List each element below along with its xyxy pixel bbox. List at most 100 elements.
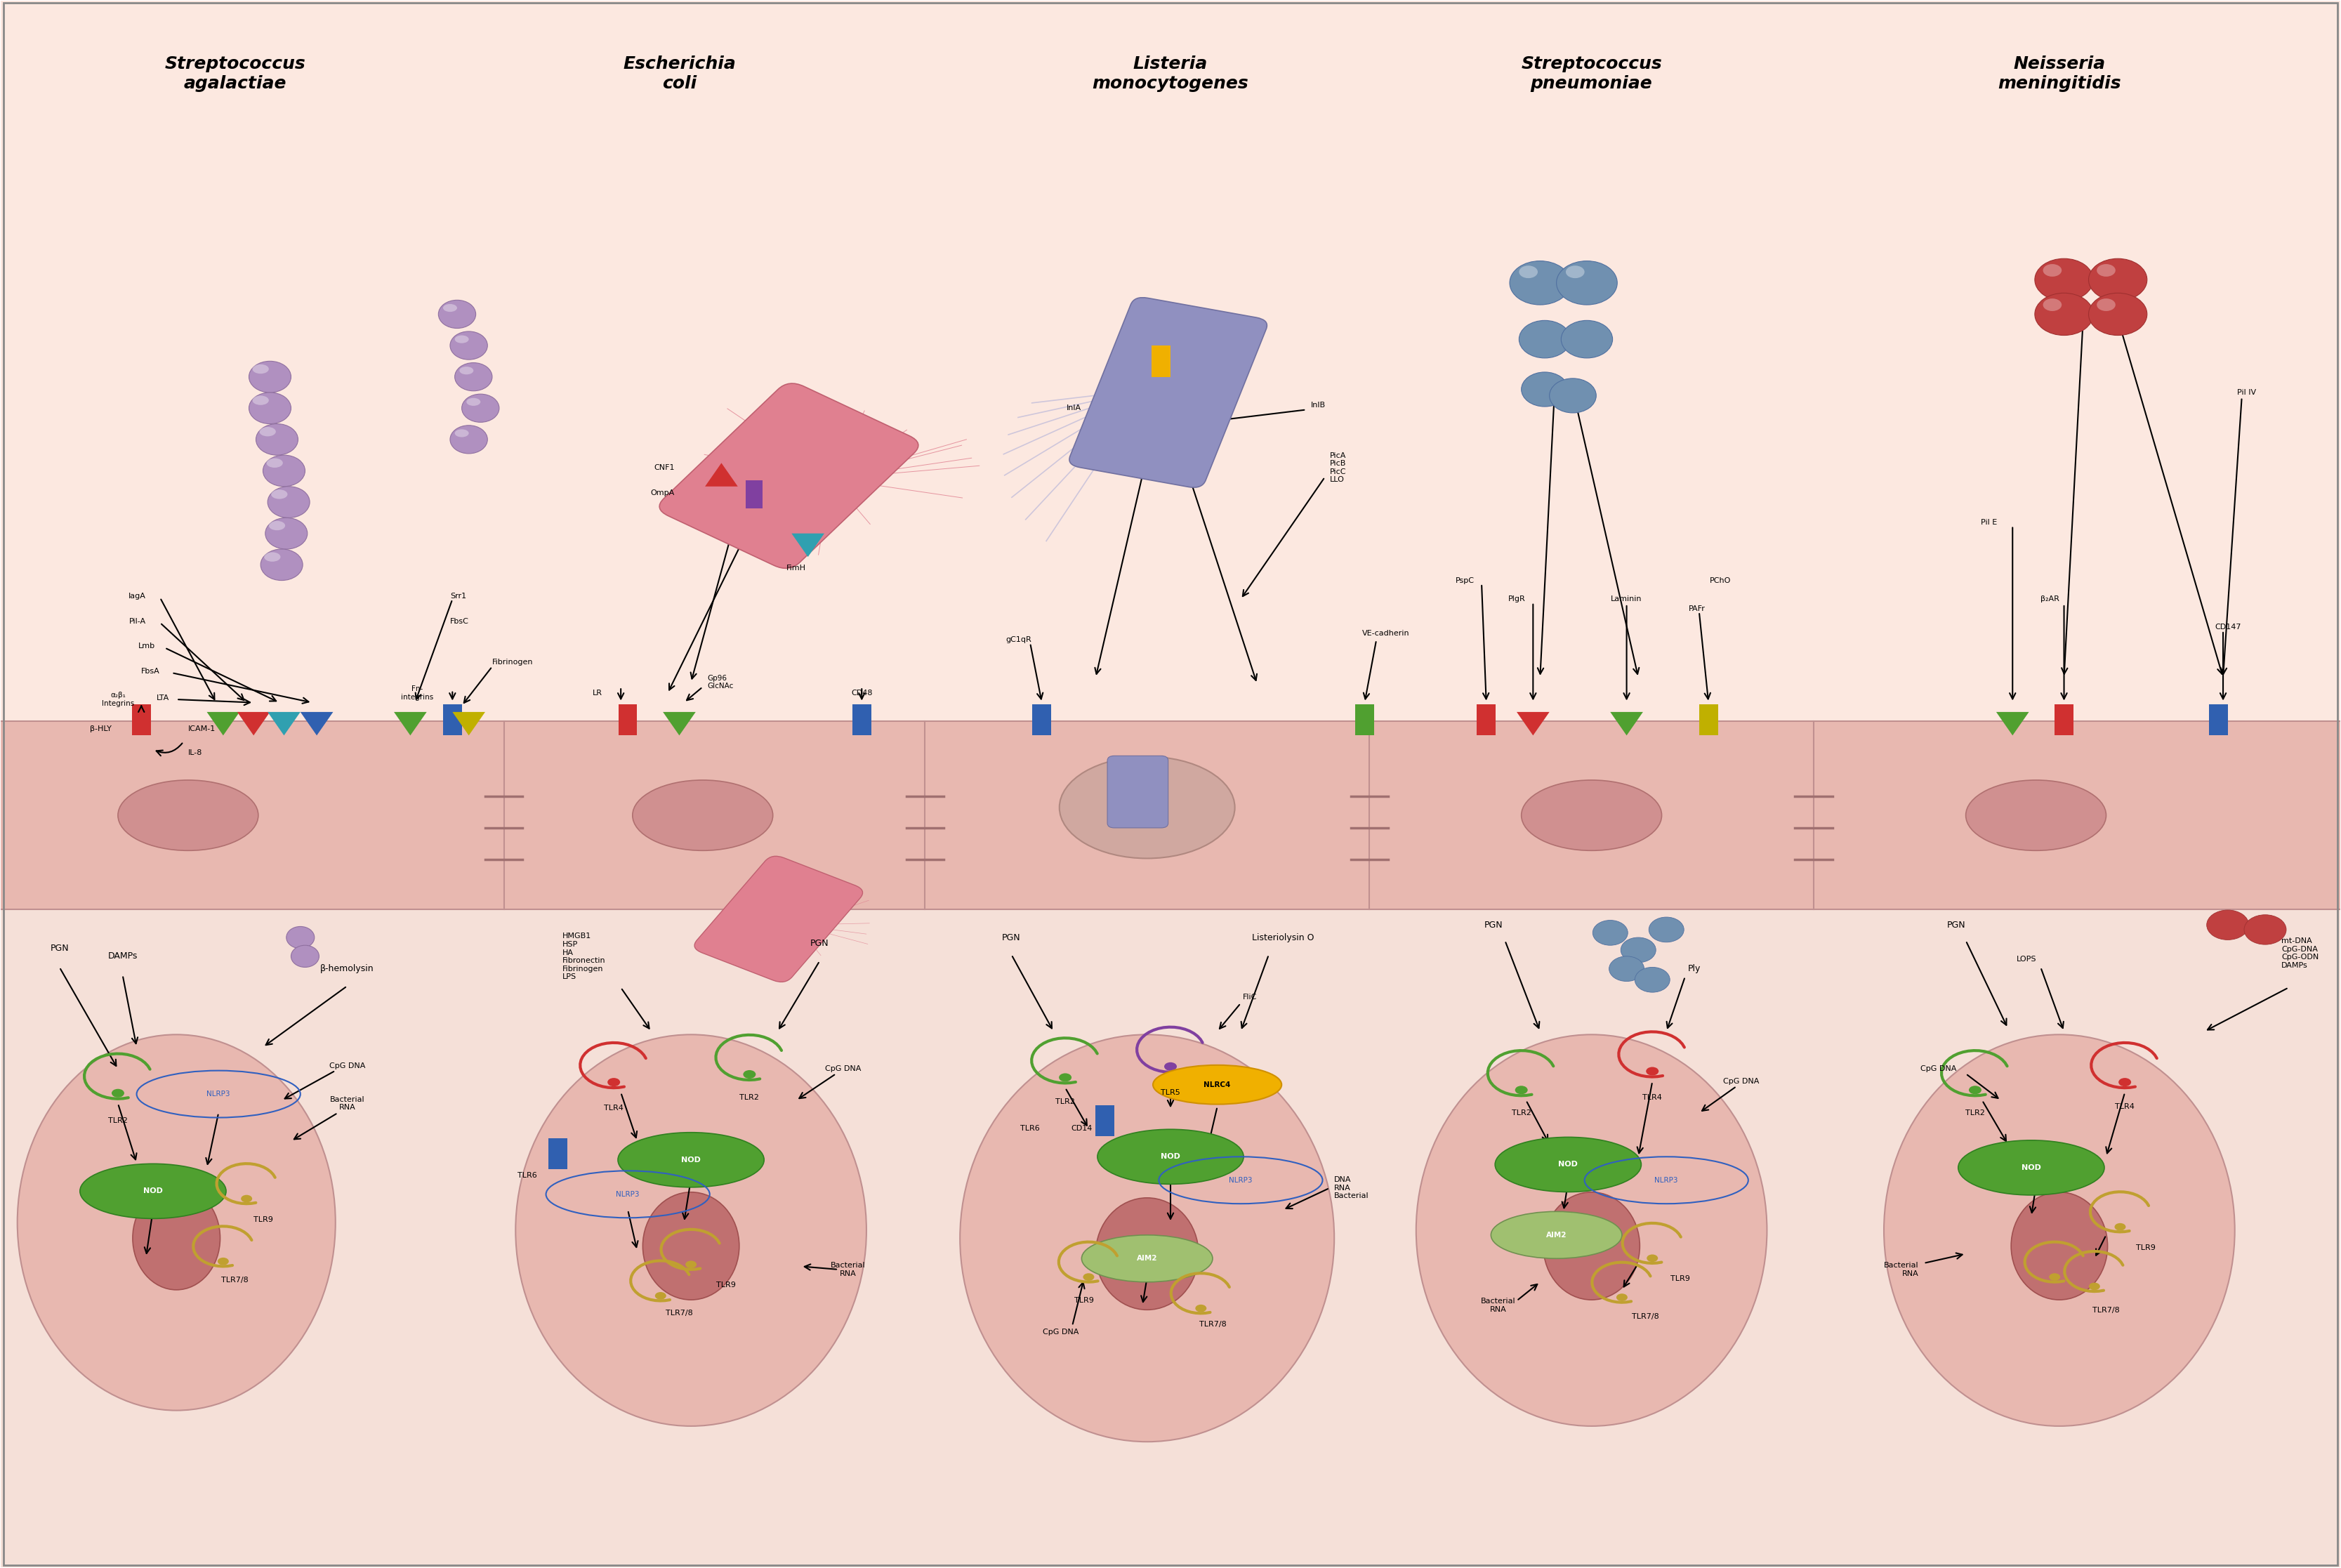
- Bar: [131, 704, 150, 735]
- Text: CNF1: CNF1: [653, 464, 674, 470]
- Ellipse shape: [267, 486, 309, 517]
- Ellipse shape: [454, 430, 468, 437]
- Text: PlgR: PlgR: [1508, 596, 1526, 602]
- Text: FimH: FimH: [787, 564, 805, 571]
- Text: FbsC: FbsC: [449, 618, 468, 624]
- Ellipse shape: [2044, 298, 2062, 310]
- Text: PGN: PGN: [810, 939, 829, 949]
- Text: AIM2: AIM2: [1138, 1254, 1156, 1262]
- Ellipse shape: [133, 1187, 220, 1290]
- Polygon shape: [393, 712, 426, 735]
- FancyBboxPatch shape: [1070, 298, 1266, 488]
- Ellipse shape: [1608, 956, 1643, 982]
- Text: Bacterial
RNA: Bacterial RNA: [831, 1262, 866, 1276]
- Bar: [747, 480, 763, 508]
- Text: TLR7/8: TLR7/8: [1199, 1320, 1227, 1328]
- Text: TLR2: TLR2: [1512, 1109, 1531, 1116]
- Text: CpG DNA: CpG DNA: [1042, 1328, 1079, 1336]
- Text: Fibrinogen: Fibrinogen: [492, 659, 534, 665]
- Ellipse shape: [248, 392, 290, 423]
- Bar: [852, 704, 871, 735]
- Circle shape: [742, 1069, 756, 1079]
- Bar: [1032, 704, 1051, 735]
- Ellipse shape: [454, 336, 468, 343]
- Bar: [1355, 704, 1374, 735]
- Ellipse shape: [248, 361, 290, 392]
- Text: β-HLY: β-HLY: [89, 726, 112, 732]
- Ellipse shape: [1522, 781, 1662, 850]
- FancyBboxPatch shape: [695, 856, 861, 982]
- Ellipse shape: [449, 331, 487, 359]
- Circle shape: [1646, 1066, 1660, 1076]
- Text: TLR4: TLR4: [1643, 1094, 1662, 1101]
- Text: Ply: Ply: [1688, 964, 1702, 974]
- Text: NOD: NOD: [1161, 1152, 1180, 1160]
- Text: Listeria
monocytogenes: Listeria monocytogenes: [1093, 56, 1248, 93]
- Ellipse shape: [290, 946, 318, 967]
- Text: VE-cadherin: VE-cadherin: [1362, 630, 1409, 637]
- Text: CpG DNA: CpG DNA: [330, 1063, 365, 1069]
- Ellipse shape: [1566, 265, 1585, 278]
- Ellipse shape: [632, 781, 773, 850]
- Text: Streptococcus
pneumoniae: Streptococcus pneumoniae: [1522, 56, 1662, 93]
- Text: PGN: PGN: [1002, 933, 1021, 942]
- Ellipse shape: [1096, 1198, 1199, 1309]
- Ellipse shape: [253, 395, 269, 405]
- Text: Pil IV: Pil IV: [2238, 389, 2257, 397]
- Ellipse shape: [1491, 1212, 1622, 1259]
- Text: TLR4: TLR4: [604, 1105, 623, 1112]
- Ellipse shape: [265, 552, 281, 561]
- Ellipse shape: [461, 394, 499, 422]
- Circle shape: [2119, 1077, 2130, 1087]
- Circle shape: [2114, 1223, 2126, 1231]
- Bar: [2055, 704, 2074, 735]
- Text: TLR4: TLR4: [2114, 1104, 2135, 1110]
- Text: ICAM-1: ICAM-1: [187, 726, 215, 732]
- Polygon shape: [663, 712, 695, 735]
- Text: Srr1: Srr1: [449, 593, 466, 599]
- Ellipse shape: [618, 1132, 763, 1187]
- Text: TLR9: TLR9: [253, 1215, 274, 1223]
- Circle shape: [655, 1292, 667, 1300]
- Ellipse shape: [260, 426, 276, 436]
- Bar: [1152, 345, 1170, 376]
- Polygon shape: [236, 712, 269, 735]
- Ellipse shape: [255, 423, 297, 455]
- Text: TLR9: TLR9: [716, 1281, 735, 1289]
- Text: CpG DNA: CpG DNA: [1920, 1066, 1957, 1073]
- Ellipse shape: [2098, 263, 2116, 276]
- Text: CD14: CD14: [1070, 1124, 1093, 1132]
- Ellipse shape: [265, 517, 307, 549]
- Text: NOD: NOD: [143, 1187, 164, 1195]
- Ellipse shape: [1634, 967, 1669, 993]
- Ellipse shape: [1082, 1236, 1213, 1283]
- Text: DNA
RNA
Bacterial: DNA RNA Bacterial: [1334, 1176, 1369, 1200]
- Ellipse shape: [1648, 917, 1683, 942]
- Ellipse shape: [267, 458, 283, 467]
- Polygon shape: [206, 712, 239, 735]
- Bar: [1477, 704, 1496, 735]
- Ellipse shape: [2034, 259, 2093, 301]
- Bar: [2210, 704, 2229, 735]
- Polygon shape: [267, 712, 300, 735]
- Text: TLR5: TLR5: [1161, 1090, 1180, 1096]
- Ellipse shape: [1620, 938, 1655, 963]
- Text: Bacterial
RNA: Bacterial RNA: [1480, 1298, 1515, 1312]
- Bar: [1096, 1105, 1114, 1137]
- Ellipse shape: [454, 362, 492, 390]
- Text: TLR2: TLR2: [1056, 1099, 1075, 1105]
- Text: NLRP3: NLRP3: [206, 1091, 229, 1098]
- Circle shape: [241, 1195, 253, 1203]
- Ellipse shape: [2098, 298, 2116, 310]
- Text: PicA
PicB
PicC
LLO: PicA PicB PicC LLO: [1330, 452, 1346, 483]
- Polygon shape: [791, 533, 824, 557]
- Text: Laminin: Laminin: [1611, 596, 1643, 602]
- Bar: [618, 704, 637, 735]
- Text: TLR6: TLR6: [517, 1171, 536, 1179]
- Polygon shape: [452, 712, 485, 735]
- Circle shape: [1646, 1254, 1657, 1262]
- Text: AIM2: AIM2: [1545, 1231, 1566, 1239]
- Ellipse shape: [1077, 781, 1217, 850]
- Text: FliC: FliC: [1243, 994, 1257, 1000]
- FancyBboxPatch shape: [660, 384, 918, 568]
